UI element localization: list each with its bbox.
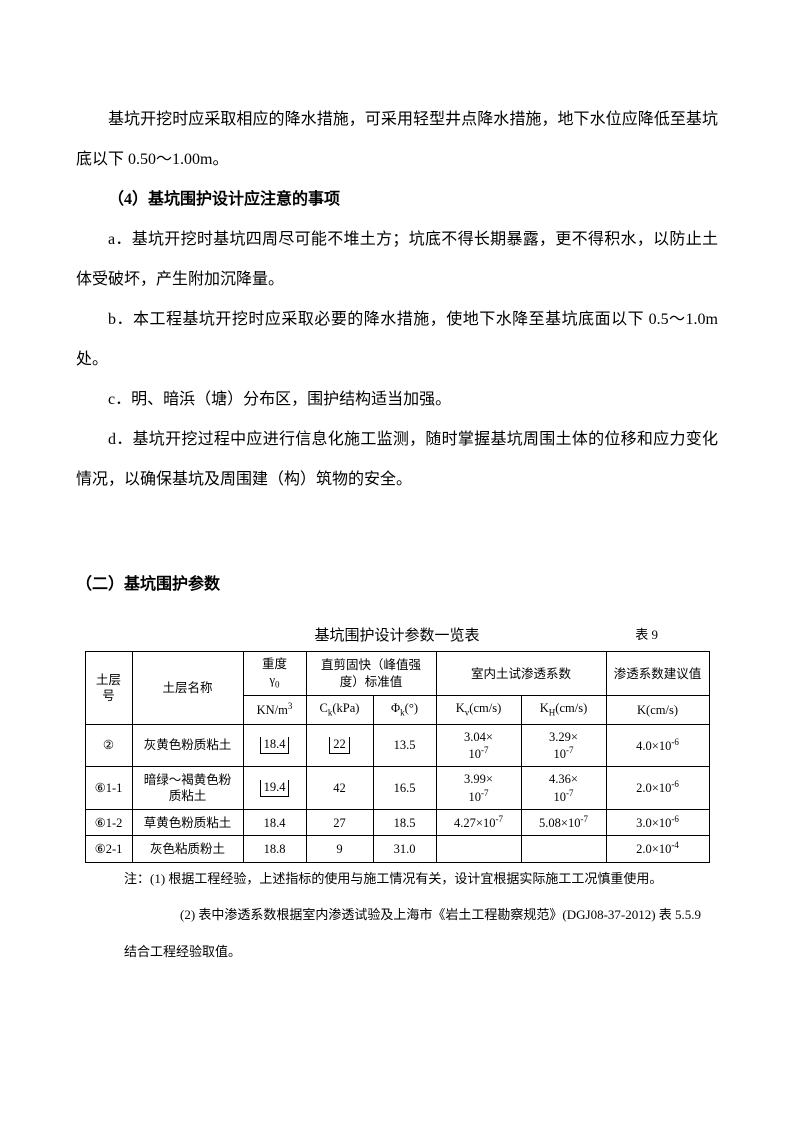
th-name: 土层名称 — [132, 652, 243, 725]
table-row: ⑥1-1暗绿～褐黄色粉质粘土19.44216.53.99×10-74.36×10… — [85, 767, 709, 810]
table-cell: 草黄色粉质粘土 — [132, 809, 243, 835]
th-gamma-sub: 0 — [275, 680, 280, 690]
section-title-2: （二）基坑围护参数 — [76, 570, 718, 594]
th-gamma-label: 重度 — [262, 657, 287, 671]
th-perm-rec: 渗透系数建议值 — [606, 652, 709, 696]
table-cell: 暗绿～褐黄色粉质粘土 — [132, 767, 243, 810]
table-cell: 22 — [306, 724, 373, 767]
table-note-2b: 结合工程经验取值。 — [124, 940, 708, 963]
table-row: ②灰黄色粉质粘土18.42213.53.04×10-73.29×10-74.0×… — [85, 724, 709, 767]
document-page: 基坑开挖时应采取相应的降水措施，可采用轻型井点降水措施，地下水位应降低至基坑底以… — [0, 0, 794, 1123]
table-cell — [436, 836, 521, 862]
paragraph-d: d．基坑开挖过程中应进行信息化施工监测，随时掌握基坑周围土体的位移和应力变化情况… — [76, 420, 718, 500]
th-shear: 直剪固快（峰值强度）标准值 — [306, 652, 436, 696]
table-cell: 3.29×10-7 — [521, 724, 606, 767]
table-cell: 9 — [306, 836, 373, 862]
parameters-table: 土层号 土层名称 重度 γ0 直剪固快（峰值强度）标准值 室内土试渗透系数 渗透… — [85, 651, 710, 863]
table-label: 表 9 — [635, 624, 658, 643]
table-row: ⑥2-1灰色粘质粉土18.8931.0 2.0×10-4 — [85, 836, 709, 862]
table-title: 基坑围护设计参数一览表 — [314, 624, 479, 645]
paragraph-b: b．本工程基坑开挖时应采取必要的降水措施，使地下水降至基坑底面以下 0.5～1.… — [76, 300, 718, 380]
table-cell: 3.04×10-7 — [436, 724, 521, 767]
th-gamma: 重度 γ0 — [243, 652, 306, 696]
table-note-2a: (2) 表中渗透系数根据室内渗透试验及上海市《岩土工程勘察规范》(DGJ08-3… — [124, 903, 708, 926]
table-cell: ⑥1-1 — [85, 767, 132, 810]
table-cell: 19.4 — [243, 767, 306, 810]
table-block: 基坑围护设计参数一览表 表 9 土层号 土层名称 重度 γ0 直剪固快（峰值强度… — [76, 624, 718, 963]
table-cell: 13.5 — [373, 724, 436, 767]
table-row: ⑥1-2草黄色粉质粘土18.42718.54.27×10-75.08×10-73… — [85, 809, 709, 835]
table-cell: 5.08×10-7 — [521, 809, 606, 835]
table-cell: 灰黄色粉质粘土 — [132, 724, 243, 767]
table-note-1: 注：(1) 根据工程经验，上述指标的使用与施工情况有关，设计宜根据实际施工工况慎… — [124, 867, 708, 890]
table-cell: 18.4 — [243, 809, 306, 835]
table-cell: 4.36×10-7 — [521, 767, 606, 810]
table-cell: 4.27×10-7 — [436, 809, 521, 835]
th-gamma-unit: KN/m3 — [243, 696, 306, 724]
paragraph-a: a．基坑开挖时基坑四周尽可能不堆土方；坑底不得长期暴露，更不得积水，以防止土体受… — [76, 220, 718, 300]
table-cell: 3.99×10-7 — [436, 767, 521, 810]
th-perm-lab: 室内土试渗透系数 — [436, 652, 606, 696]
th-layer: 土层号 — [85, 652, 132, 725]
table-cell: 18.5 — [373, 809, 436, 835]
th-kv: Kv(cm/s) — [436, 696, 521, 724]
table-cell: 16.5 — [373, 767, 436, 810]
th-k: K(cm/s) — [606, 696, 709, 724]
table-cell: 3.0×10-6 — [606, 809, 709, 835]
table-cell: 18.4 — [243, 724, 306, 767]
paragraph-c: c．明、暗浜（塘）分布区，围护结构适当加强。 — [76, 380, 718, 420]
th-phi: Φk(°) — [373, 696, 436, 724]
table-cell: 18.8 — [243, 836, 306, 862]
table-cell — [521, 836, 606, 862]
table-cell: ⑥2-1 — [85, 836, 132, 862]
table-cell: 27 — [306, 809, 373, 835]
table-cell: 4.0×10-6 — [606, 724, 709, 767]
table-cell: 42 — [306, 767, 373, 810]
th-kh: KH(cm/s) — [521, 696, 606, 724]
table-cell: 31.0 — [373, 836, 436, 862]
table-cell: 灰色粘质粉土 — [132, 836, 243, 862]
table-cell: 2.0×10-4 — [606, 836, 709, 862]
paragraph-intro: 基坑开挖时应采取相应的降水措施，可采用轻型井点降水措施，地下水位应降低至基坑底以… — [76, 100, 718, 180]
th-c: Ck(kPa) — [306, 696, 373, 724]
table-cell: ② — [85, 724, 132, 767]
table-cell: 2.0×10-6 — [606, 767, 709, 810]
heading-4: （4）基坑围护设计应注意的事项 — [76, 180, 718, 220]
table-cell: ⑥1-2 — [85, 809, 132, 835]
